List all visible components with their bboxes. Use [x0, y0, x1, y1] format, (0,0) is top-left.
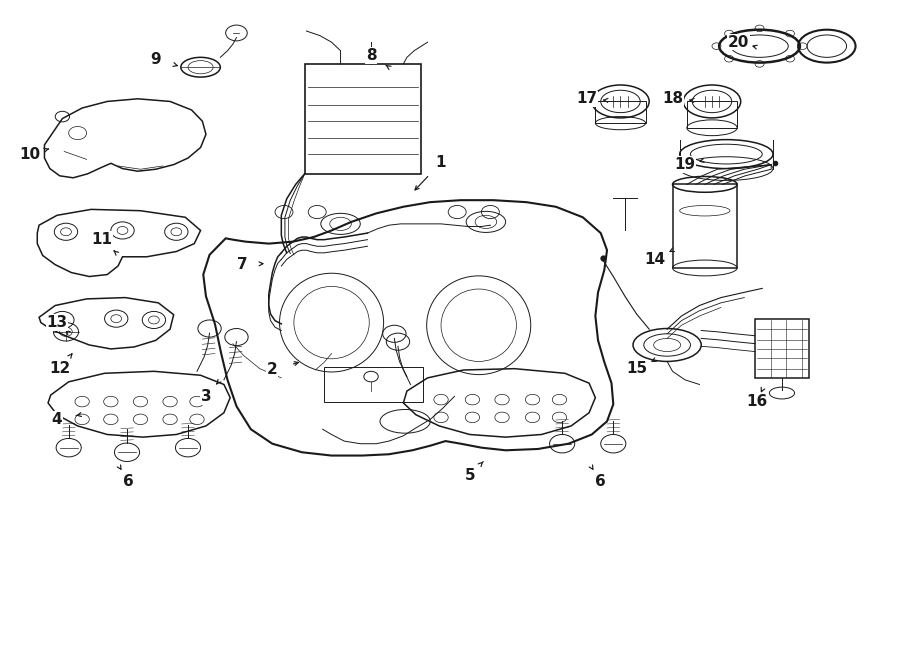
Text: 2: 2: [267, 362, 278, 377]
Text: 6: 6: [123, 475, 134, 489]
Text: 5: 5: [464, 468, 475, 483]
Text: 1: 1: [436, 155, 446, 170]
Text: 20: 20: [728, 34, 750, 50]
Text: 18: 18: [662, 91, 683, 106]
Text: 16: 16: [746, 394, 768, 409]
Text: 3: 3: [201, 389, 212, 404]
Text: 12: 12: [50, 361, 70, 376]
Text: 7: 7: [237, 257, 248, 272]
Text: 17: 17: [576, 91, 597, 106]
Text: 14: 14: [644, 252, 665, 267]
Text: 4: 4: [51, 412, 62, 427]
Text: 13: 13: [47, 315, 68, 330]
Text: 6: 6: [596, 475, 606, 489]
Text: 9: 9: [150, 52, 161, 67]
Text: 11: 11: [92, 232, 112, 247]
Text: 19: 19: [674, 157, 696, 172]
Text: 8: 8: [365, 48, 376, 63]
Text: 10: 10: [20, 147, 40, 161]
Text: 15: 15: [626, 361, 647, 376]
